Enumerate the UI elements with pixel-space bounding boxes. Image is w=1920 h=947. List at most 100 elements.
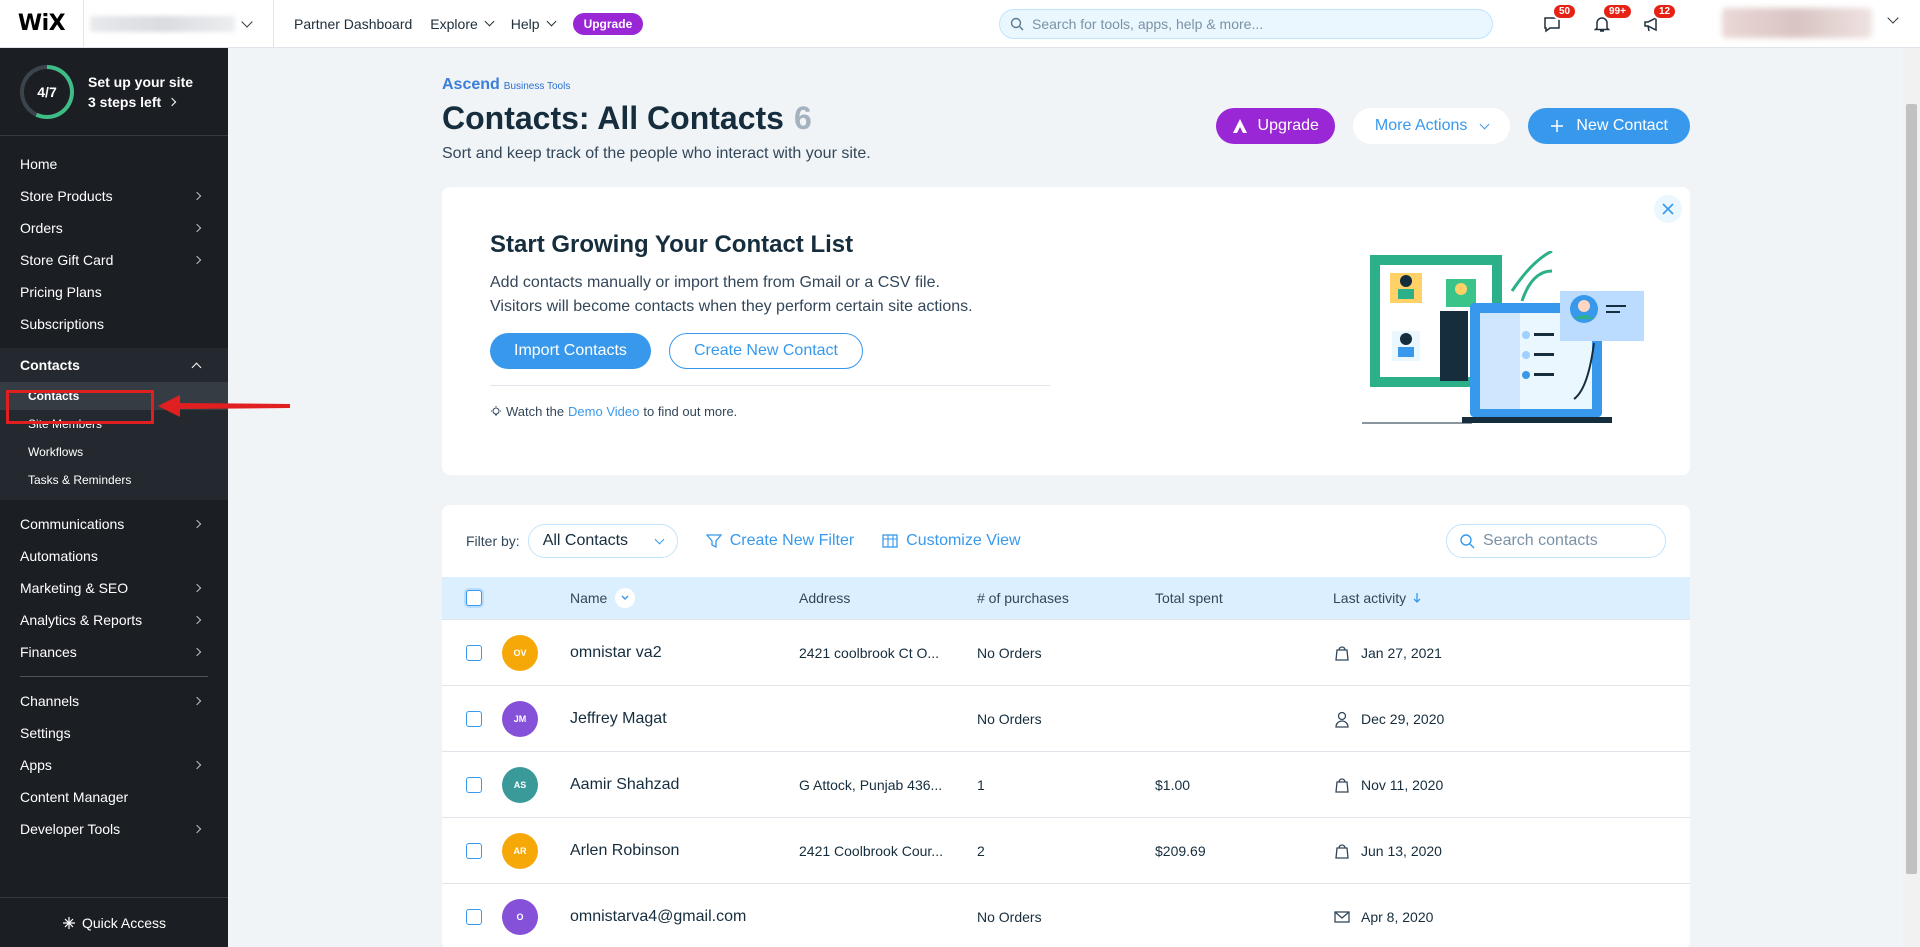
name-column-header[interactable]: Name [570,588,636,608]
sidebar-subitem-tasks-reminders[interactable]: Tasks & Reminders [28,473,132,487]
table-row[interactable]: OV omnistar va2 2421 coolbrook Ct O... N… [442,619,1690,685]
create-new-filter-button[interactable]: Create New Filter [705,532,854,550]
create-new-contact-button[interactable]: Create New Contact [668,333,863,369]
search-icon [1010,17,1024,31]
wix-logo[interactable]: WiX [0,0,84,48]
chevron-down-icon [241,15,253,28]
contact-name[interactable]: Arlen Robinson [570,841,680,859]
address-column-header[interactable]: Address [799,590,851,606]
sidebar-item-marketing-seo[interactable]: Marketing & SEO [0,572,228,604]
sparkle-icon [62,916,75,929]
select-all-checkbox[interactable] [466,590,482,606]
row-checkbox[interactable] [466,776,482,793]
search-contacts-input[interactable]: Search contacts [1446,524,1666,558]
contact-last-activity: Dec 29, 2020 [1333,710,1444,728]
messages-button[interactable]: 50 [1540,3,1578,36]
sidebar-item-settings[interactable]: Settings [20,725,71,741]
row-checkbox[interactable] [466,908,482,925]
explore-menu[interactable]: Explore [430,16,495,32]
account-menu-blurred[interactable] [1722,8,1872,38]
chevron-down-icon [654,534,665,544]
sidebar-item-store-products[interactable]: Store Products [0,180,228,212]
contact-name[interactable]: omnistar va2 [570,643,662,661]
help-menu[interactable]: Help [511,16,557,32]
new-contact-button[interactable]: New Contact [1528,108,1690,144]
contacts-table-card: Filter by: All Contacts Create New Filte… [442,505,1690,947]
setup-steps: 3 steps left [88,93,162,110]
partner-dashboard-link[interactable]: Partner Dashboard [294,15,413,32]
sidebar-subitem-site-members[interactable]: Site Members [28,417,103,431]
filter-dropdown[interactable]: All Contacts [527,524,678,558]
purchases-column-header[interactable]: # of purchases [977,590,1069,606]
sort-menu-button[interactable] [615,588,636,608]
mail-icon [1334,910,1350,923]
sidebar-item-home[interactable]: Home [20,156,58,172]
quick-access-button[interactable]: Quick Access [0,897,228,947]
sidebar-item-communications[interactable]: Communications [0,508,228,540]
spent-column-header[interactable]: Total spent [1155,590,1223,606]
contact-name[interactable]: Jeffrey Magat [570,709,667,727]
sidebar-item-automations[interactable]: Automations [20,548,98,564]
upgrade-button[interactable]: Upgrade [1215,108,1335,144]
chevron-right-icon [192,191,202,201]
sidebar-nav: Home Store Products Orders Store Gift Ca… [0,136,228,845]
contact-address: 2421 coolbrook Ct O... [799,644,940,661]
notifications-button[interactable]: 99+ [1590,3,1633,36]
sidebar-item-analytics-reports[interactable]: Analytics & Reports [0,604,228,636]
sidebar-item-developer-tools[interactable]: Developer Tools [0,813,228,845]
more-actions-button[interactable]: More Actions [1352,108,1511,144]
sidebar-item-contacts[interactable]: Contacts [0,348,228,382]
sidebar-item-orders[interactable]: Orders [0,212,228,244]
activity-column-header[interactable]: Last activity [1333,590,1422,606]
scrollbar-thumb[interactable] [1906,104,1917,874]
ascend-logo-icon [1232,119,1247,133]
progress-value: 4/7 [24,68,70,115]
global-search-input[interactable]: Search for tools, apps, help & more... [999,9,1493,39]
chevron-right-icon [192,760,202,770]
table-body: OV omnistar va2 2421 coolbrook Ct O... N… [442,619,1690,947]
sidebar-item-store-gift-card[interactable]: Store Gift Card [0,244,228,276]
upgrade-pill-button[interactable]: Upgrade [572,12,644,35]
contact-address: 2421 Coolbrook Cour... [799,842,943,859]
site-selector[interactable] [84,0,274,48]
close-card-button[interactable] [1654,195,1682,223]
table-row[interactable]: O omnistarva4@gmail.com No Orders Apr 8,… [442,883,1690,947]
chevron-up-icon [191,362,202,372]
contact-last-activity: Jun 13, 2020 [1333,842,1442,860]
announcements-button[interactable]: 12 [1640,3,1678,36]
contact-purchases: No Orders [977,710,1042,727]
contact-last-activity: Nov 11, 2020 [1333,776,1443,794]
table-row[interactable]: AS Aamir Shahzad G Attock, Punjab 436...… [442,751,1690,817]
row-checkbox[interactable] [466,644,482,661]
table-row[interactable]: JM Jeffrey Magat No Orders Dec 29, 2020 [442,685,1690,751]
row-checkbox[interactable] [466,710,482,727]
row-checkbox[interactable] [466,842,482,859]
site-name-blurred [90,15,235,32]
top-bar: WiX Partner Dashboard Explore Help Upgra… [0,0,1920,48]
sidebar-item-channels[interactable]: Channels [0,685,228,717]
contact-name[interactable]: omnistarva4@gmail.com [570,907,747,925]
setup-progress[interactable]: 4/7 Set up your site 3 steps left [0,48,228,136]
table-header: Name Address # of purchases Total spent … [442,577,1690,619]
sidebar-item-apps[interactable]: Apps [0,749,228,781]
contact-name[interactable]: Aamir Shahzad [570,775,680,793]
contacts-illustration [1362,251,1644,424]
sidebar: 4/7 Set up your site 3 steps left Home S… [0,48,228,947]
chevron-down-icon[interactable] [1887,12,1899,24]
table-row[interactable]: AR Arlen Robinson 2421 Coolbrook Cour...… [442,817,1690,883]
import-contacts-button[interactable]: Import Contacts [490,333,651,369]
sidebar-item-finances[interactable]: Finances [0,636,228,668]
ascend-brand: Ascend Business Tools [442,76,571,93]
demo-video-hint: Watch the Demo Video to find out more. [490,404,1050,419]
chevron-down-icon [621,595,629,600]
bag-icon [1335,843,1349,859]
customize-view-button[interactable]: Customize View [882,532,1021,550]
sidebar-item-content-manager[interactable]: Content Manager [20,789,129,805]
header-actions: Upgrade More Actions New Contact [1215,108,1690,144]
sidebar-item-pricing-plans[interactable]: Pricing Plans [20,284,102,300]
page-scrollbar[interactable] [1903,48,1920,947]
avatar: JM [502,700,538,737]
sidebar-subitem-workflows[interactable]: Workflows [28,445,84,459]
sidebar-item-subscriptions[interactable]: Subscriptions [20,316,105,332]
demo-video-link[interactable]: Demo Video [568,404,640,419]
